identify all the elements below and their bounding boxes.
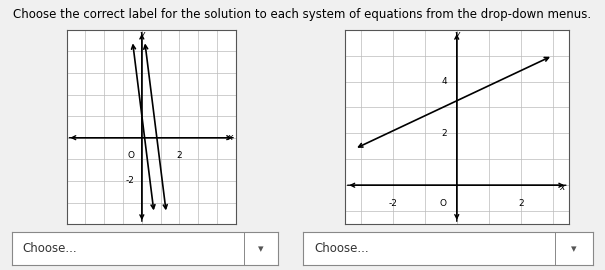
- Text: y: y: [454, 31, 459, 39]
- Text: x: x: [560, 183, 565, 192]
- Text: ▾: ▾: [571, 244, 577, 254]
- Text: 2: 2: [441, 129, 446, 138]
- Text: Choose the correct label for the solution to each system of equations from the d: Choose the correct label for the solutio…: [13, 8, 592, 21]
- Text: -2: -2: [388, 199, 397, 208]
- Text: -2: -2: [125, 176, 134, 185]
- Text: 4: 4: [441, 77, 446, 86]
- Text: y: y: [139, 29, 145, 39]
- Text: Choose...: Choose...: [314, 242, 368, 255]
- Text: 2: 2: [177, 151, 182, 160]
- Text: x: x: [227, 133, 233, 142]
- Text: O: O: [440, 199, 446, 208]
- Text: O: O: [127, 151, 134, 160]
- Text: 2: 2: [518, 199, 523, 208]
- Text: ▾: ▾: [258, 244, 264, 254]
- Text: Choose...: Choose...: [23, 242, 77, 255]
